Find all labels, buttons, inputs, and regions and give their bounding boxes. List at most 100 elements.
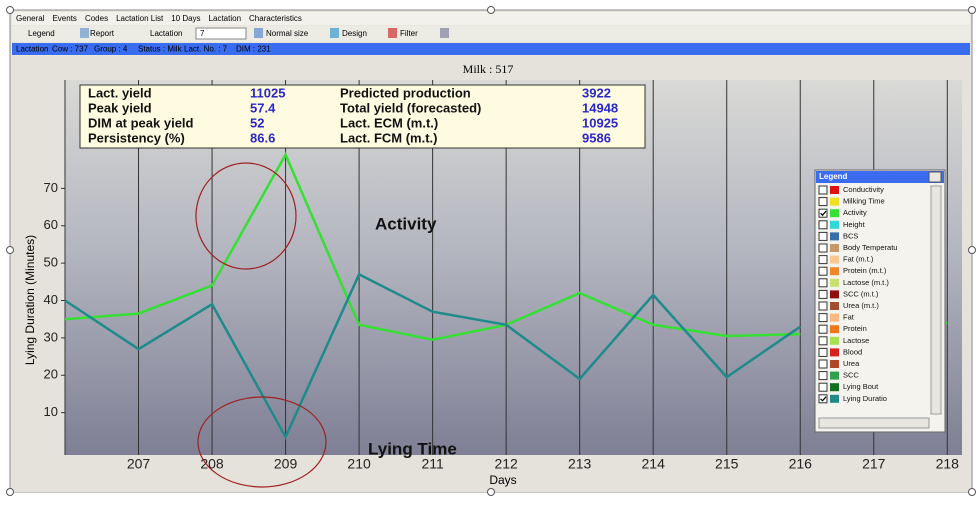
design-button[interactable]: Design xyxy=(342,29,367,38)
status-text: Lact. No. : 7 xyxy=(184,45,228,54)
legend-swatch xyxy=(830,302,839,310)
status-text: Status : Milk xyxy=(138,45,183,54)
info-label: Lact. FCM (m.t.) xyxy=(340,130,438,145)
legend-swatch xyxy=(830,279,839,287)
info-value: 9586 xyxy=(582,130,611,145)
legend-swatch xyxy=(830,186,839,194)
menu-item[interactable]: Characteristics xyxy=(249,14,302,23)
legend-close[interactable] xyxy=(929,172,941,182)
y-tick-label: 10 xyxy=(44,404,58,419)
legend-checkbox[interactable] xyxy=(819,221,827,229)
x-tick-label: 217 xyxy=(862,456,886,472)
menu-item[interactable]: General xyxy=(16,14,45,23)
info-label: Peak yield xyxy=(88,100,152,115)
legend-checkbox[interactable] xyxy=(819,337,827,345)
menu-item[interactable]: Lactation List xyxy=(116,14,164,23)
legend-entry: SCC (m.t.) xyxy=(843,289,879,298)
legend-button[interactable]: Legend xyxy=(28,29,55,38)
legend-checkbox[interactable] xyxy=(819,244,827,252)
menu-item[interactable]: 10 Days xyxy=(171,14,200,23)
legend-swatch xyxy=(830,290,839,298)
info-value: 3922 xyxy=(582,85,611,100)
x-tick-label: 207 xyxy=(127,456,151,472)
legend-entry: Conductivity xyxy=(843,185,884,194)
legend-swatch xyxy=(830,348,839,356)
status-text: Cow : 737 xyxy=(52,45,89,54)
legend-checkbox[interactable] xyxy=(819,395,827,403)
lactation-label[interactable]: Lactation xyxy=(150,29,182,38)
status-text: DIM : 231 xyxy=(236,45,271,54)
legend-checkbox[interactable] xyxy=(819,348,827,356)
legend-checkbox[interactable] xyxy=(819,232,827,240)
toolbar-icon xyxy=(254,28,263,38)
info-value: 57.4 xyxy=(250,100,276,115)
legend-checkbox[interactable] xyxy=(819,198,827,206)
handle[interactable] xyxy=(7,247,14,254)
menu-item[interactable]: Events xyxy=(52,14,76,23)
menu-item[interactable]: Lactation xyxy=(209,14,241,23)
legend-checkbox[interactable] xyxy=(819,383,827,391)
legend-checkbox[interactable] xyxy=(819,290,827,298)
legend-checkbox[interactable] xyxy=(819,360,827,368)
toolbar-icon xyxy=(330,28,339,38)
x-tick-label: 216 xyxy=(789,456,813,472)
info-label: Persistency (%) xyxy=(88,130,185,145)
legend-entry: Lying Bout xyxy=(843,382,879,391)
legend-swatch xyxy=(830,221,839,229)
x-tick-label: 213 xyxy=(568,456,592,472)
legend-checkbox[interactable] xyxy=(819,325,827,333)
toolbar-icon xyxy=(388,28,397,38)
legend-entry: Blood xyxy=(843,347,862,356)
annotation: Activity xyxy=(375,214,437,233)
info-value: 11025 xyxy=(250,85,285,100)
info-label: Lact. yield xyxy=(88,85,152,100)
legend-entry: Lactose (m.t.) xyxy=(843,278,889,287)
info-value: 10925 xyxy=(582,115,618,130)
legend-entry: Milking Time xyxy=(843,197,885,206)
legend-swatch xyxy=(830,360,839,368)
legend-checkbox[interactable] xyxy=(819,372,827,380)
legend-entry: BCS xyxy=(843,231,858,240)
legend-checkbox[interactable] xyxy=(819,267,827,275)
handle[interactable] xyxy=(969,489,976,496)
legend-swatch xyxy=(830,395,839,403)
legend-checkbox[interactable] xyxy=(819,279,827,287)
legend-entry: Body Temperatu xyxy=(843,243,897,252)
handle[interactable] xyxy=(488,489,495,496)
x-tick-label: 208 xyxy=(200,456,224,472)
report-button[interactable]: Report xyxy=(90,29,115,38)
legend-checkbox[interactable] xyxy=(819,186,827,194)
handle[interactable] xyxy=(969,7,976,14)
info-label: Lact. ECM (m.t.) xyxy=(340,115,438,130)
legend-swatch xyxy=(830,256,839,264)
handle[interactable] xyxy=(969,247,976,254)
y-tick-label: 30 xyxy=(44,329,58,344)
normal-size-button[interactable]: Normal size xyxy=(266,29,309,38)
legend-entry: Urea xyxy=(843,359,860,368)
x-tick-label: 209 xyxy=(274,456,298,472)
legend-hscroll[interactable] xyxy=(819,418,929,428)
legend-entry: Protein (m.t.) xyxy=(843,266,887,275)
legend-swatch xyxy=(830,314,839,322)
chart-title: Milk : 517 xyxy=(463,62,514,76)
toolbar-icon xyxy=(80,28,89,38)
legend-checkbox[interactable] xyxy=(819,256,827,264)
info-label: DIM at peak yield xyxy=(88,115,194,130)
legend-checkbox[interactable] xyxy=(819,209,827,217)
legend-entry: Lying Duratio xyxy=(843,394,887,403)
info-value: 14948 xyxy=(582,100,618,115)
menu-item[interactable]: Codes xyxy=(85,14,108,23)
legend-scrollbar[interactable] xyxy=(931,186,941,414)
handle[interactable] xyxy=(7,7,14,14)
x-axis-label: Days xyxy=(489,473,516,487)
y-axis-label: Lying Duration (Minutes) xyxy=(23,235,37,365)
filter-button[interactable]: Filter xyxy=(400,29,418,38)
legend-checkbox[interactable] xyxy=(819,314,827,322)
legend-checkbox[interactable] xyxy=(819,302,827,310)
handle[interactable] xyxy=(7,489,14,496)
lactation-select[interactable]: 7 xyxy=(200,29,205,38)
legend-entry: Protein xyxy=(843,324,867,333)
handle[interactable] xyxy=(488,7,495,14)
legend-swatch xyxy=(830,337,839,345)
y-tick-label: 70 xyxy=(44,180,58,195)
